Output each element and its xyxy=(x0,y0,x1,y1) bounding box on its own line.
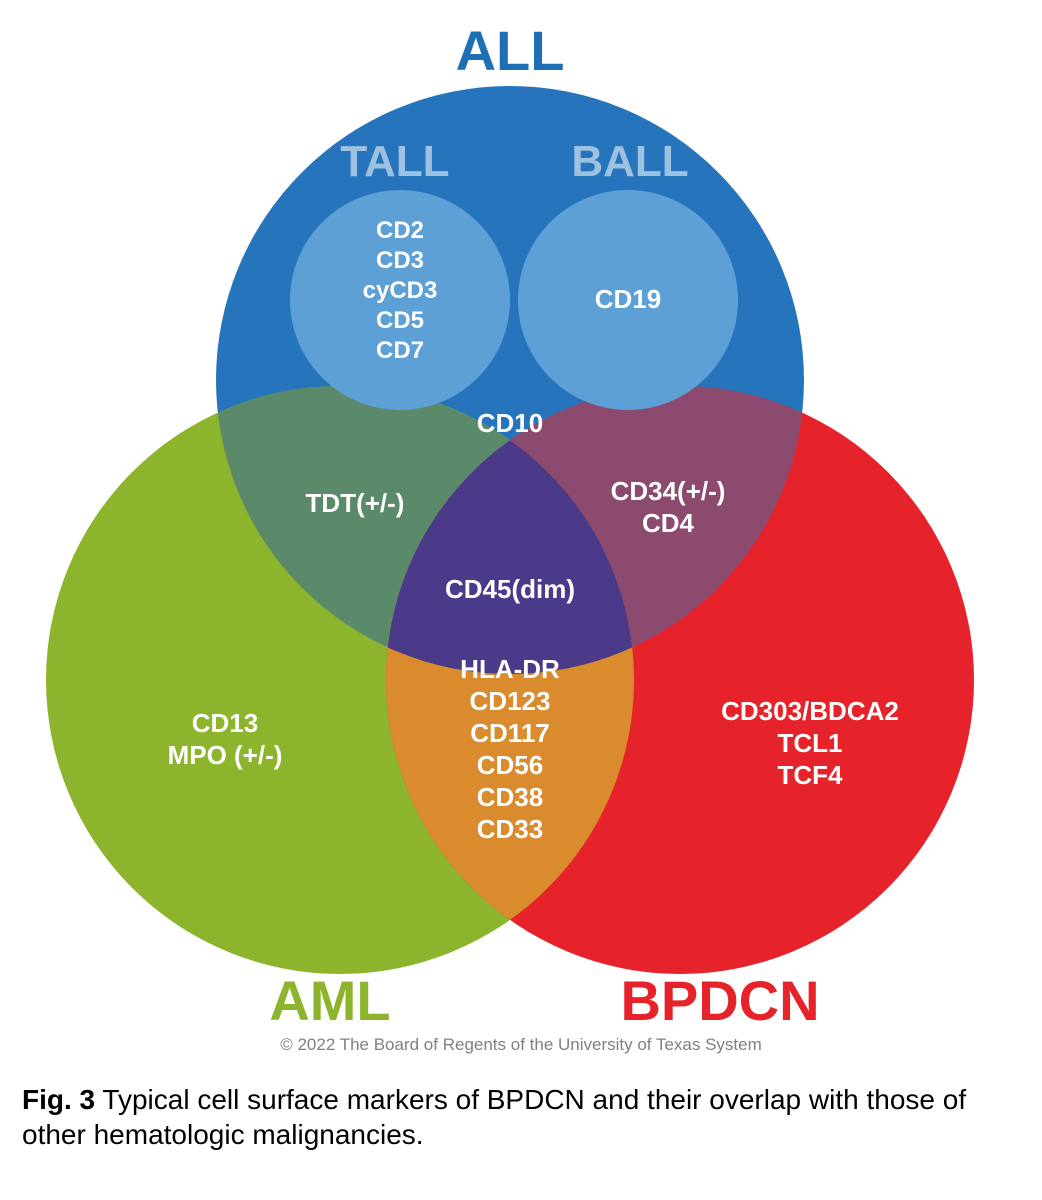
amlbp-5: CD33 xyxy=(477,814,543,844)
bpdcn-0: CD303/BDCA2 xyxy=(721,696,899,726)
all-bpdcn-0: CD34(+/-) xyxy=(611,476,726,506)
tall-m2: cyCD3 xyxy=(363,277,438,304)
tall-m4: CD7 xyxy=(376,337,424,364)
ball-m0: CD19 xyxy=(595,284,661,314)
label-all: ALL xyxy=(456,19,565,82)
tall-m0: CD2 xyxy=(376,217,424,244)
copyright-line: © 2022 The Board of Regents of the Unive… xyxy=(280,1035,762,1054)
label-tall: TALL xyxy=(340,137,449,186)
figure-caption-body: Typical cell surface markers of BPDCN an… xyxy=(22,1084,966,1150)
label-aml: AML xyxy=(269,969,390,1032)
center-0: CD45(dim) xyxy=(445,574,575,604)
tall-m3: CD5 xyxy=(376,307,424,334)
label-bpdcn: BPDCN xyxy=(620,969,819,1032)
all-aml-0: TDT(+/-) xyxy=(306,488,405,518)
all-extra: CD10 xyxy=(477,408,543,438)
venn-svg: ALL AML BPDCN TALL BALL CD2 CD3 cyCD3 CD… xyxy=(0,0,1042,1070)
aml-0: CD13 xyxy=(192,708,258,738)
bpdcn-1: TCL1 xyxy=(778,728,843,758)
all-bpdcn-1: CD4 xyxy=(642,508,695,538)
bpdcn-2: TCF4 xyxy=(778,760,844,790)
tall-m1: CD3 xyxy=(376,247,424,274)
venn-diagram-stage: ALL AML BPDCN TALL BALL CD2 CD3 cyCD3 CD… xyxy=(0,0,1042,1070)
amlbp-1: CD123 xyxy=(470,686,551,716)
amlbp-2: CD117 xyxy=(470,718,550,748)
amlbp-3: CD56 xyxy=(477,750,543,780)
aml-1: MPO (+/-) xyxy=(168,740,283,770)
figure-label: Fig. 3 xyxy=(22,1084,95,1115)
label-ball: BALL xyxy=(571,137,688,186)
amlbp-0: HLA-DR xyxy=(460,654,560,684)
figure-caption: Fig. 3 Typical cell surface markers of B… xyxy=(0,1070,1042,1172)
amlbp-4: CD38 xyxy=(477,782,543,812)
